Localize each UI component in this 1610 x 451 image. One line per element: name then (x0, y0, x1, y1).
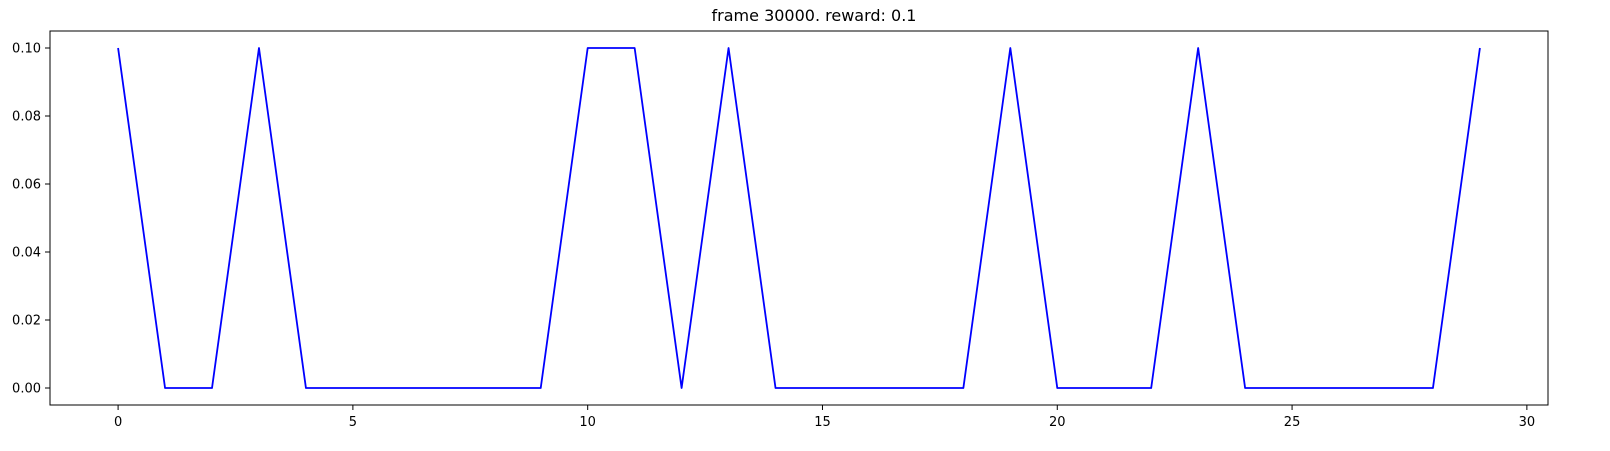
x-tick-label: 25 (1284, 415, 1301, 430)
y-tick-label: 0.04 (12, 246, 41, 261)
y-tick-label: 0.08 (12, 110, 41, 125)
y-axis: 0.00 0.02 0.04 0.06 0.08 0.10 (12, 42, 50, 397)
y-tick-label: 0.06 (12, 178, 41, 193)
axes-frame (49, 30, 1549, 406)
x-tick-label: 5 (349, 415, 357, 430)
x-tick-label: 10 (579, 415, 596, 430)
x-tick-label: 30 (1519, 415, 1536, 430)
chart-title: frame 30000. reward: 0.1 (712, 6, 917, 25)
y-tick-label: 0.02 (12, 314, 41, 329)
y-tick-label: 0.00 (12, 382, 41, 397)
x-axis: 0 5 10 15 20 25 30 (114, 405, 1535, 430)
x-tick-label: 0 (114, 415, 122, 430)
x-tick-label: 15 (814, 415, 831, 430)
x-tick-label: 20 (1049, 415, 1066, 430)
y-tick-label: 0.10 (12, 42, 41, 57)
series-line (117, 47, 1481, 389)
